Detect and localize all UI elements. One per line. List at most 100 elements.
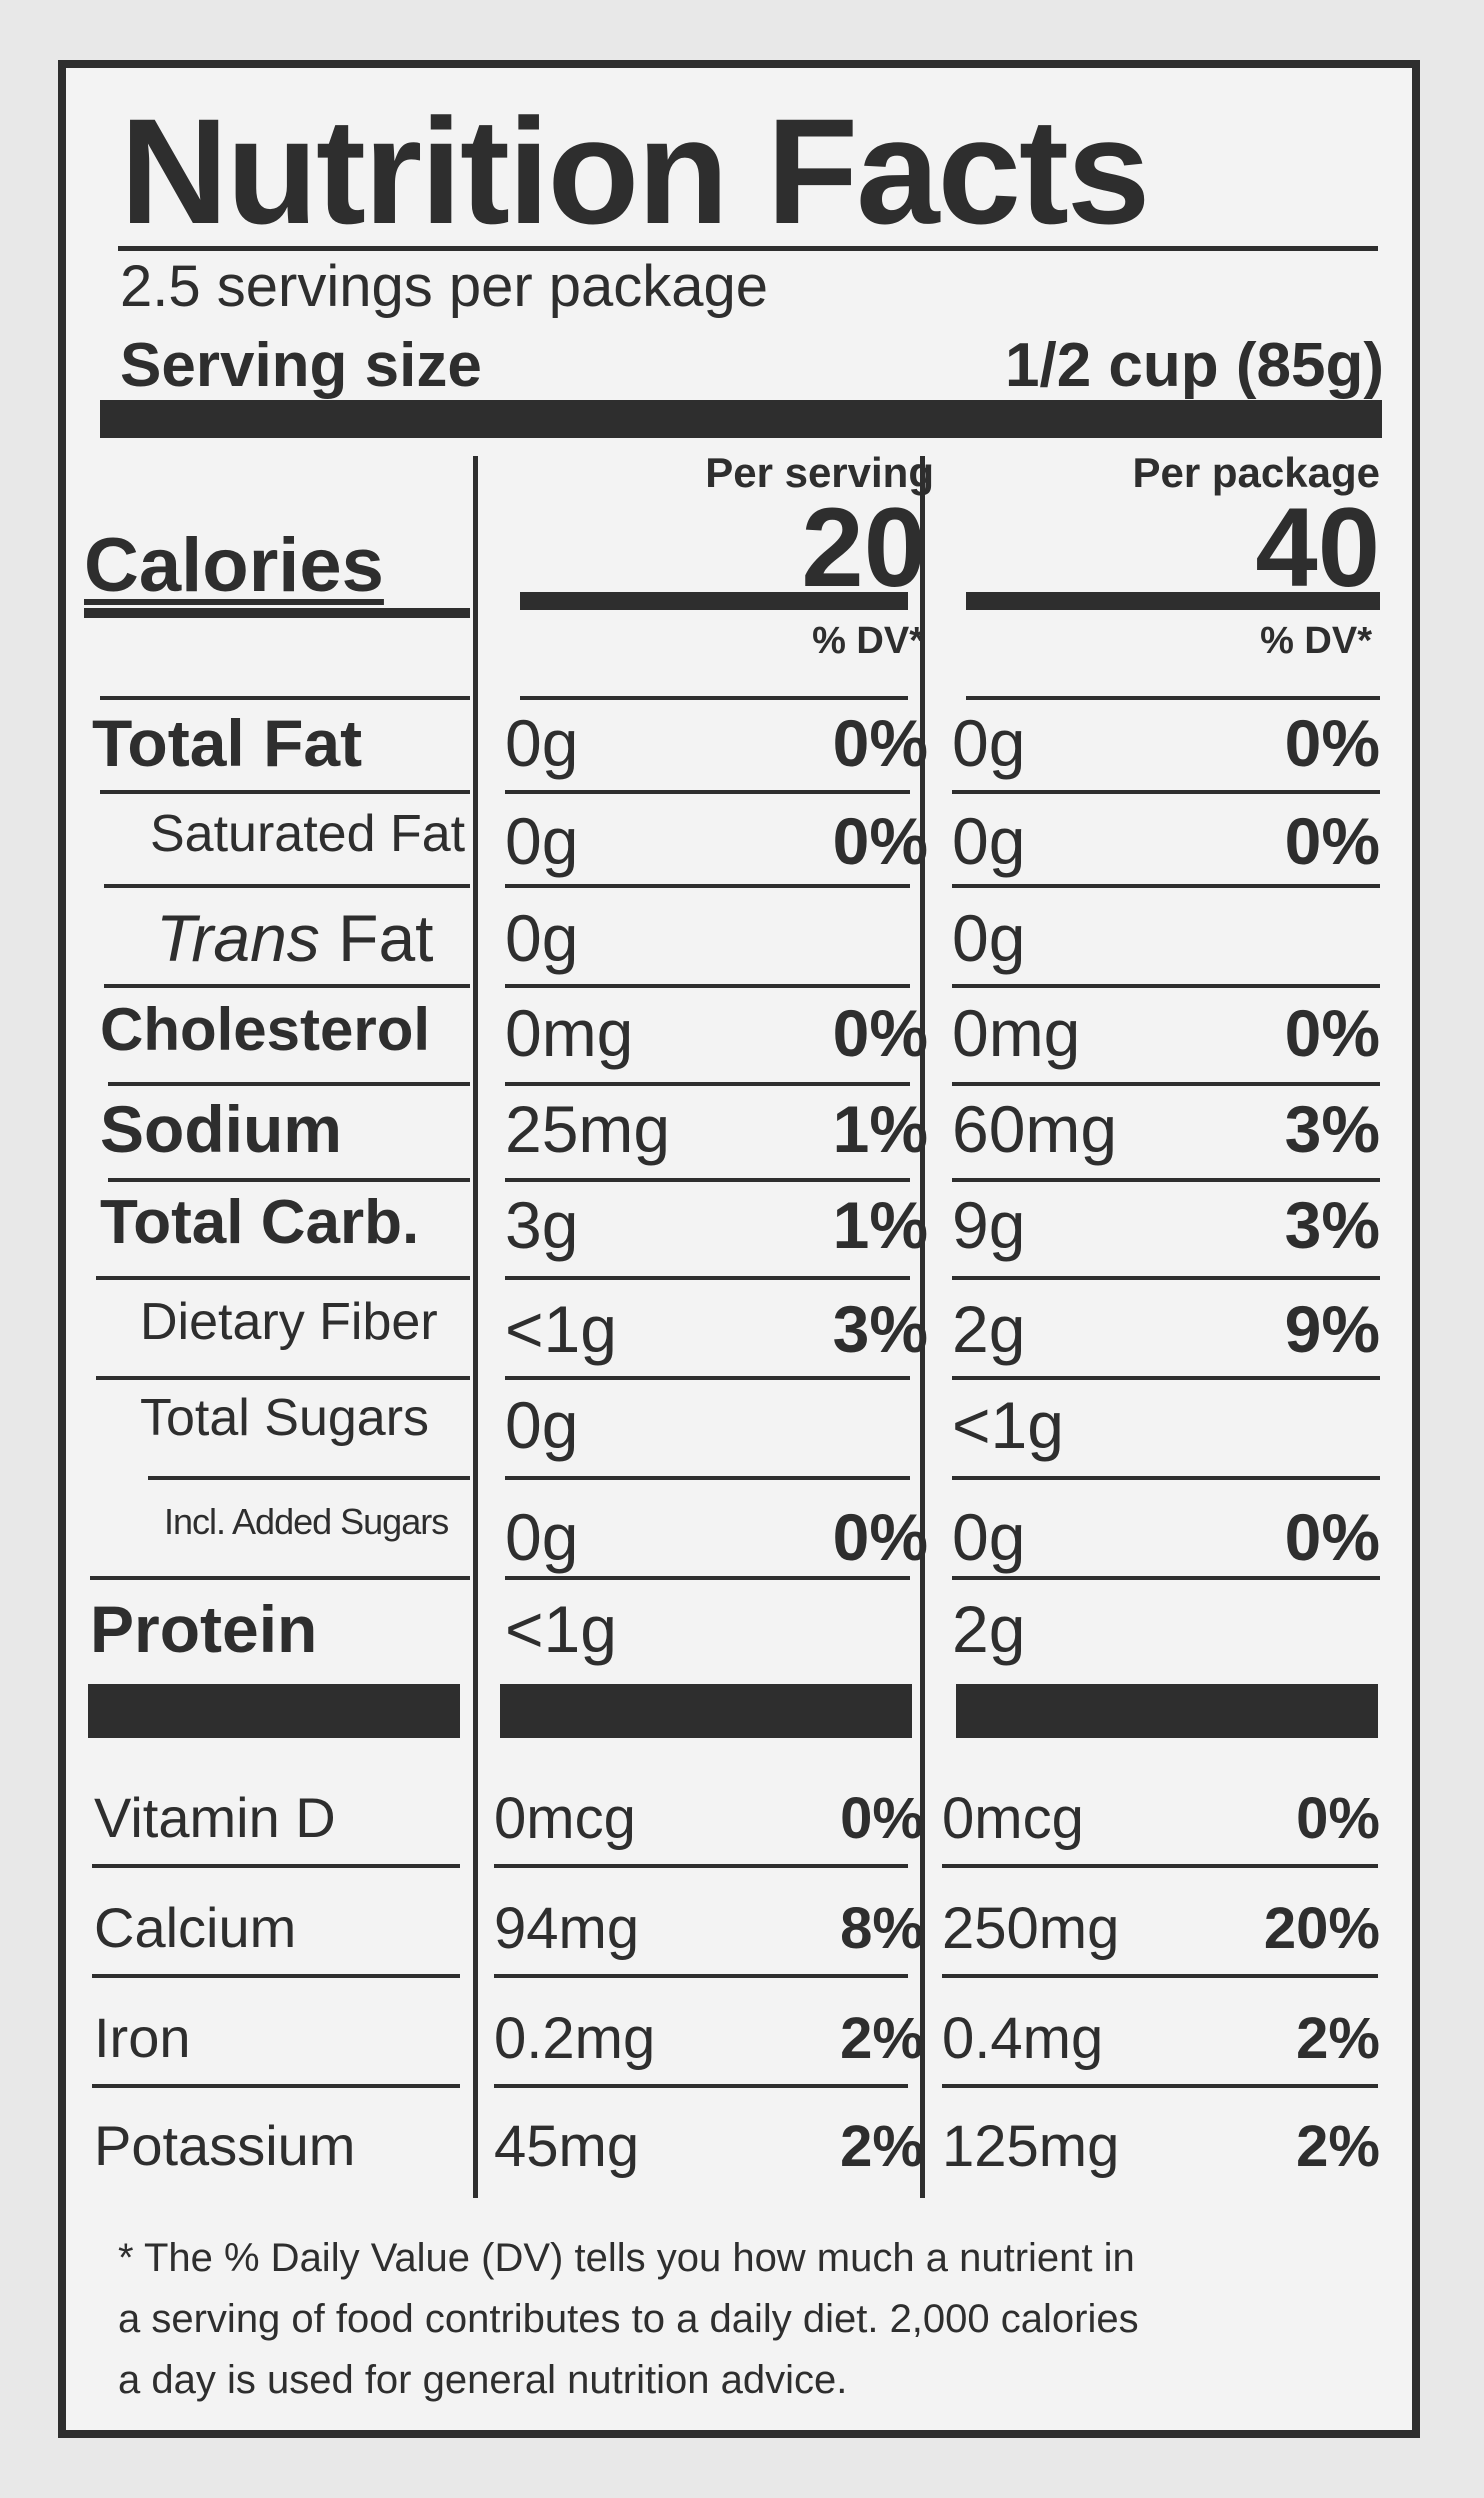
row-rule <box>520 696 908 700</box>
serving-dv: 1% <box>832 1188 928 1262</box>
package-dv: 9% <box>1284 1292 1380 1366</box>
nutrient-label: Trans Fat <box>156 905 434 971</box>
row-rule <box>952 884 1380 888</box>
row-rule <box>100 790 470 794</box>
serving-dv: 0% <box>832 706 928 780</box>
thick-serving-rule <box>100 400 1382 438</box>
row-rule <box>966 696 1380 700</box>
row-rule <box>952 1082 1380 1086</box>
serving-amount: 0g <box>505 901 579 975</box>
vitamin-package-dv: 0% <box>1296 1786 1380 1851</box>
serving-dv: 0% <box>832 996 928 1070</box>
vitamin-separator-label <box>88 1684 460 1738</box>
nutrient-label: Incl. Added Sugars <box>164 1501 449 1542</box>
calories-underline-rule <box>84 608 470 618</box>
nutrient-label: Total Fat <box>92 706 363 780</box>
serving-amount: 0g <box>505 1388 579 1462</box>
vitamin-label: Potassium <box>94 2114 356 2177</box>
calories-rule-package <box>966 592 1380 610</box>
vitamin-serving-dv: 8% <box>840 1896 924 1961</box>
serving-size-value: 1/2 cup (85g) <box>1005 331 1384 400</box>
footnote-line-2: a serving of food contributes to a daily… <box>118 2297 1139 2341</box>
vitamin-separator-package <box>956 1684 1378 1738</box>
nutrient-label: Cholesterol <box>100 996 431 1063</box>
row-rule <box>96 1376 470 1380</box>
row-rule <box>96 1276 470 1280</box>
column-divider-left <box>473 456 478 2198</box>
package-amount: <1g <box>952 1388 1064 1462</box>
package-dv: 0% <box>1284 1500 1380 1574</box>
row-rule <box>952 1178 1380 1182</box>
row-rule <box>505 884 910 888</box>
serving-dv: 3% <box>832 1292 928 1366</box>
serving-amount: 0mg <box>505 996 634 1070</box>
row-rule <box>494 2084 908 2088</box>
row-rule <box>108 1082 470 1086</box>
row-rule <box>505 1476 910 1480</box>
vitamin-serving-amount: 45mg <box>494 2114 640 2179</box>
row-rule <box>104 984 470 988</box>
nutrient-label-rest: Fat <box>319 901 434 975</box>
dv-header-serving: % DV* <box>812 620 924 662</box>
serving-amount: 3g <box>505 1188 579 1262</box>
title-rule <box>118 246 1378 251</box>
package-amount: 2g <box>952 1592 1026 1666</box>
row-rule <box>952 1276 1380 1280</box>
package-dv: 0% <box>1284 804 1380 878</box>
row-rule <box>952 1476 1380 1480</box>
package-amount: 60mg <box>952 1092 1118 1166</box>
row-rule <box>505 1276 910 1280</box>
row-rule <box>505 790 910 794</box>
nutrient-label: Saturated Fat <box>150 805 466 863</box>
row-rule <box>505 984 910 988</box>
row-rule <box>505 1082 910 1086</box>
row-rule <box>100 696 470 700</box>
serving-amount: 0g <box>505 804 579 878</box>
row-rule <box>952 1576 1380 1580</box>
package-amount: 0mg <box>952 996 1081 1070</box>
package-dv: 3% <box>1284 1092 1380 1166</box>
row-rule <box>952 984 1380 988</box>
dv-header-package: % DV* <box>1260 620 1372 662</box>
row-rule <box>952 790 1380 794</box>
calories-rule-serving <box>520 592 908 610</box>
vitamin-serving-amount: 0.2mg <box>494 2006 656 2071</box>
row-rule <box>942 1974 1378 1978</box>
footnote-line-1: * The % Daily Value (DV) tells you how m… <box>118 2236 1135 2280</box>
vitamin-package-dv: 2% <box>1296 2114 1380 2179</box>
row-rule <box>92 1974 460 1978</box>
vitamin-serving-dv: 2% <box>840 2114 924 2179</box>
row-rule <box>92 1864 460 1868</box>
row-rule <box>104 884 470 888</box>
vitamin-label: Iron <box>94 2006 191 2069</box>
calories-per-serving: 20 <box>801 485 926 610</box>
row-rule <box>942 1864 1378 1868</box>
package-amount: 0g <box>952 901 1026 975</box>
vitamin-serving-dv: 2% <box>840 2006 924 2071</box>
serving-size-label: Serving size <box>120 331 482 400</box>
vitamin-separator-serving <box>500 1684 912 1738</box>
row-rule <box>505 1576 910 1580</box>
nutrient-label: Total Sugars <box>140 1389 430 1447</box>
package-amount: 2g <box>952 1292 1026 1366</box>
nutrient-label-italic: Trans <box>156 901 320 975</box>
vitamin-package-dv: 2% <box>1296 2006 1380 2071</box>
row-rule <box>90 1576 470 1580</box>
package-amount: 0g <box>952 1500 1026 1574</box>
per-serving-header: Per serving <box>705 449 934 496</box>
nutrition-facts-panel <box>58 60 1420 2438</box>
row-rule <box>494 1864 908 1868</box>
vitamin-serving-dv: 0% <box>840 1786 924 1851</box>
serving-dv: 1% <box>832 1092 928 1166</box>
nutrition-facts-title: Nutrition Facts <box>120 87 1150 255</box>
row-rule <box>505 1178 910 1182</box>
package-amount: 9g <box>952 1188 1026 1262</box>
calories-per-package: 40 <box>1255 485 1380 610</box>
vitamin-serving-amount: 0mcg <box>494 1786 636 1851</box>
row-rule <box>494 1974 908 1978</box>
serving-dv: 0% <box>832 804 928 878</box>
row-rule <box>148 1476 470 1480</box>
row-rule <box>108 1178 470 1182</box>
vitamin-package-dv: 20% <box>1263 1896 1380 1961</box>
package-dv: 0% <box>1284 706 1380 780</box>
